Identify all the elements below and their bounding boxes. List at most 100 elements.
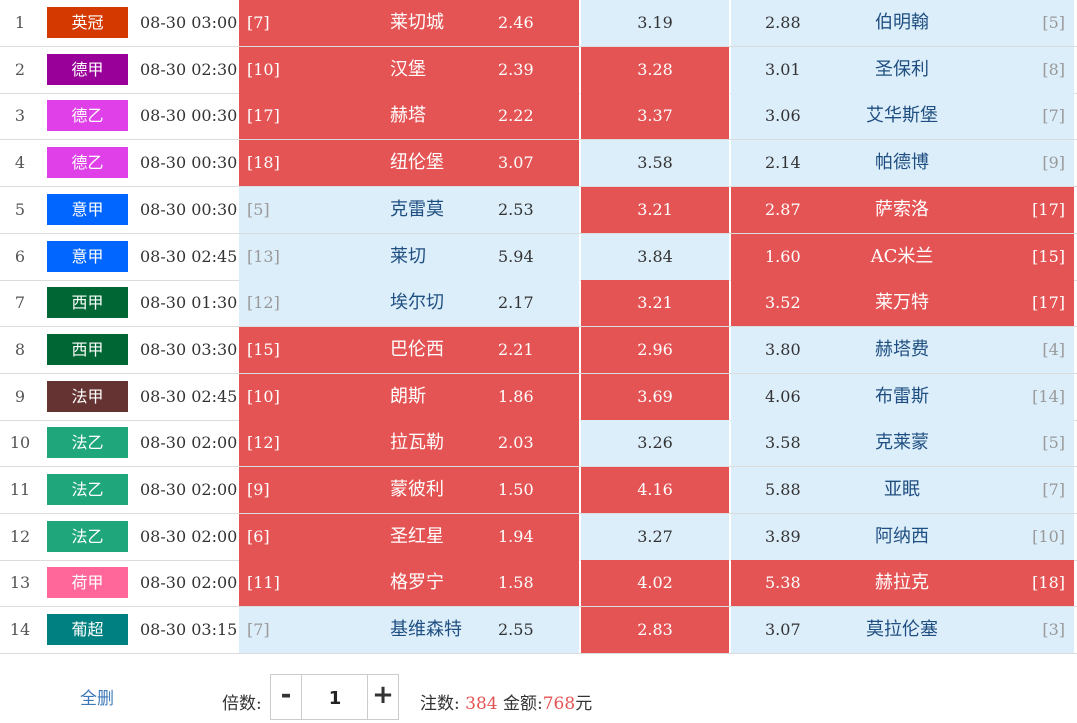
draw-option[interactable]: 3.26 [581, 420, 730, 466]
league-badge: 法乙 [47, 521, 128, 552]
draw-odds: 3.69 [637, 387, 673, 406]
row-index: 3 [14, 106, 26, 125]
draw-option[interactable]: 3.69 [581, 374, 730, 420]
draw-option[interactable]: 3.84 [581, 234, 730, 280]
home-win-option[interactable]: [12] 拉瓦勒 2.03 [239, 420, 580, 466]
away-odds: 3.58 [765, 433, 801, 452]
league-badge: 意甲 [47, 194, 128, 225]
match-row: 6 意甲 08-30 02:45 [13] 莱切 5.94 3.84 1.60 AC米兰 [15] [0, 234, 1077, 281]
decrease-multiplier-button[interactable]: - [271, 675, 302, 719]
match-time: 08-30 02:30 [140, 60, 238, 79]
away-rank: [9] [1042, 153, 1065, 172]
away-odds: 4.06 [765, 387, 801, 406]
match-row: 5 意甲 08-30 00:30 [5] 克雷莫 2.53 3.21 2.87 萨索洛 [17] [0, 187, 1077, 234]
match-row: 12 法乙 08-30 02:00 [6] 圣红星 1.94 3.27 3.89 阿纳西 [10] [0, 514, 1077, 561]
away-odds: 3.01 [765, 60, 801, 79]
match-row: 13 荷甲 08-30 02:00 [11] 格罗宁 1.58 4.02 5.38 赫拉克 [18… [0, 560, 1077, 607]
home-odds: 2.21 [498, 340, 534, 359]
draw-option[interactable]: 3.21 [581, 187, 730, 233]
away-team: 萨索洛 [875, 199, 929, 220]
row-index: 1 [14, 13, 26, 32]
home-odds: 5.94 [498, 247, 534, 266]
home-win-option[interactable]: [13] 莱切 5.94 [239, 234, 580, 280]
home-win-option[interactable]: [15] 巴伦西 2.21 [239, 327, 580, 373]
home-win-option[interactable]: [5] 克雷莫 2.53 [239, 187, 580, 233]
draw-odds: 3.27 [637, 527, 673, 546]
home-team: 克雷莫 [390, 199, 444, 220]
row-index: 5 [14, 200, 26, 219]
draw-option[interactable]: 4.16 [581, 467, 730, 513]
match-time: 08-30 03:00 [140, 13, 238, 32]
match-row: 10 法乙 08-30 02:00 [12] 拉瓦勒 2.03 3.26 3.58 克莱蒙 [5] [0, 420, 1077, 467]
away-win-option[interactable]: 1.60 AC米兰 [15] [731, 234, 1074, 280]
draw-option[interactable]: 3.37 [581, 93, 730, 139]
draw-odds: 3.28 [637, 60, 673, 79]
away-odds: 5.38 [765, 573, 801, 592]
home-win-option[interactable]: [7] 基维森特 2.55 [239, 607, 580, 653]
draw-odds: 4.02 [637, 573, 673, 592]
draw-option[interactable]: 4.02 [581, 560, 730, 606]
away-team: 赫塔费 [875, 339, 929, 360]
bet-footer: 全删 倍数: - 1 + 注数: 384 金额:768元 [0, 654, 1077, 722]
away-win-option[interactable]: 3.58 克莱蒙 [5] [731, 420, 1074, 466]
draw-option[interactable]: 2.96 [581, 327, 730, 373]
draw-option[interactable]: 3.19 [581, 0, 730, 46]
home-win-option[interactable]: [10] 汉堡 2.39 [239, 47, 580, 93]
home-win-option[interactable]: [10] 朗斯 1.86 [239, 374, 580, 420]
away-win-option[interactable]: 3.01 圣保利 [8] [731, 47, 1074, 93]
match-row: 3 德乙 08-30 00:30 [17] 赫塔 2.22 3.37 3.06 艾华斯堡 [7] [0, 93, 1077, 140]
away-win-option[interactable]: 5.38 赫拉克 [18] [731, 560, 1074, 606]
amount-value: 768 [542, 694, 576, 714]
amount-label: 金额: [503, 694, 543, 714]
away-win-option[interactable]: 4.06 布雷斯 [14] [731, 374, 1074, 420]
home-win-option[interactable]: [12] 埃尔切 2.17 [239, 280, 580, 326]
increase-multiplier-button[interactable]: + [367, 675, 398, 719]
home-rank: [10] [247, 60, 280, 79]
away-win-option[interactable]: 3.52 莱万特 [17] [731, 280, 1074, 326]
league-badge: 德甲 [47, 54, 128, 85]
away-win-option[interactable]: 3.89 阿纳西 [10] [731, 514, 1074, 560]
clear-all-link[interactable]: 全删 [80, 689, 114, 709]
away-win-option[interactable]: 2.14 帕德博 [9] [731, 140, 1074, 186]
draw-option[interactable]: 3.21 [581, 280, 730, 326]
away-win-option[interactable]: 3.80 赫塔费 [4] [731, 327, 1074, 373]
away-rank: [7] [1042, 106, 1065, 125]
away-team: 亚眠 [884, 479, 920, 500]
away-win-option[interactable]: 2.87 萨索洛 [17] [731, 187, 1074, 233]
away-rank: [5] [1042, 433, 1065, 452]
home-odds: 2.53 [498, 200, 534, 219]
home-win-option[interactable]: [11] 格罗宁 1.58 [239, 560, 580, 606]
away-win-option[interactable]: 5.88 亚眠 [7] [731, 467, 1074, 513]
away-odds: 3.80 [765, 340, 801, 359]
home-win-option[interactable]: [9] 蒙彼利 1.50 [239, 467, 580, 513]
home-win-option[interactable]: [18] 纽伦堡 3.07 [239, 140, 580, 186]
row-index: 9 [14, 387, 26, 406]
league-badge: 西甲 [47, 334, 128, 365]
home-team: 纽伦堡 [390, 152, 444, 173]
match-time: 08-30 02:00 [140, 480, 238, 499]
draw-odds: 3.21 [637, 293, 673, 312]
draw-option[interactable]: 3.58 [581, 140, 730, 186]
home-rank: [7] [247, 620, 270, 639]
draw-option[interactable]: 2.83 [581, 607, 730, 653]
match-time: 08-30 01:30 [140, 293, 238, 312]
draw-option[interactable]: 3.28 [581, 47, 730, 93]
away-odds: 3.52 [765, 293, 801, 312]
match-time: 08-30 00:30 [140, 200, 238, 219]
row-index: 4 [14, 153, 26, 172]
away-win-option[interactable]: 2.88 伯明翰 [5] [731, 0, 1074, 46]
home-team: 圣红星 [390, 526, 444, 547]
home-rank: [13] [247, 247, 280, 266]
away-win-option[interactable]: 3.07 莫拉伦塞 [3] [731, 607, 1074, 653]
home-win-option[interactable]: [7] 莱切城 2.46 [239, 0, 580, 46]
away-rank: [8] [1042, 60, 1065, 79]
home-team: 巴伦西 [390, 339, 444, 360]
home-win-option[interactable]: [17] 赫塔 2.22 [239, 93, 580, 139]
away-win-option[interactable]: 3.06 艾华斯堡 [7] [731, 93, 1074, 139]
multiplier-input[interactable]: 1 [328, 688, 342, 709]
away-rank: [17] [1032, 293, 1065, 312]
draw-option[interactable]: 3.27 [581, 514, 730, 560]
home-odds: 2.55 [498, 620, 534, 639]
home-team: 蒙彼利 [390, 479, 444, 500]
home-win-option[interactable]: [6] 圣红星 1.94 [239, 514, 580, 560]
